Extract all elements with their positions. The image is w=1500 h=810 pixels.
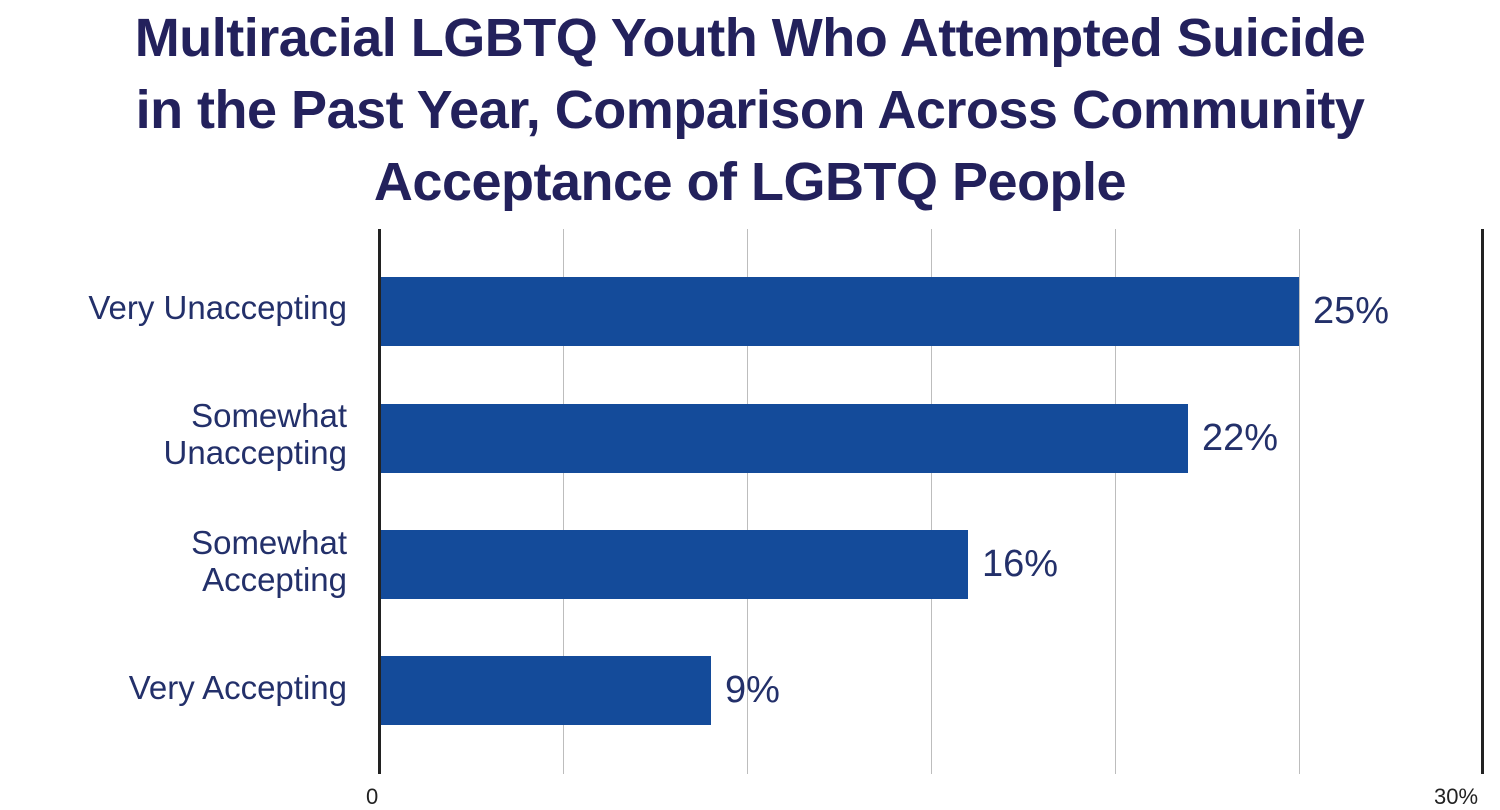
gridline	[747, 229, 748, 774]
title-line-1: Multiracial LGBTQ Youth Who Attempted Su…	[134, 8, 1366, 68]
title-line-3: Acceptance of LGBTQ People	[373, 152, 1127, 212]
chart-title: Multiracial LGBTQ Youth Who Attempted Su…	[0, 2, 1500, 218]
bar	[381, 277, 1299, 346]
right-axis-line	[1481, 229, 1484, 774]
x-tick-label: 0	[366, 784, 379, 809]
gridline	[563, 229, 564, 774]
category-label: Very Unaccepting	[88, 289, 347, 326]
value-label: 22%	[1202, 417, 1279, 459]
category-label: Somewhat Unaccepting	[163, 397, 347, 471]
value-label: 16%	[982, 543, 1059, 585]
y-axis-line	[378, 229, 381, 774]
category-label: Somewhat Accepting	[191, 524, 347, 598]
title-line-2: in the Past Year, Comparison Across Comm…	[135, 80, 1365, 140]
bar	[381, 530, 968, 599]
bar	[381, 404, 1188, 473]
bar	[381, 656, 711, 725]
gridline	[1115, 229, 1116, 774]
category-label: Very Accepting	[128, 669, 347, 706]
gridline	[1299, 229, 1300, 774]
value-label: 25%	[1313, 290, 1390, 332]
gridline	[931, 229, 932, 774]
x-tick-label: 30%	[1434, 784, 1479, 809]
value-label: 9%	[725, 669, 780, 711]
